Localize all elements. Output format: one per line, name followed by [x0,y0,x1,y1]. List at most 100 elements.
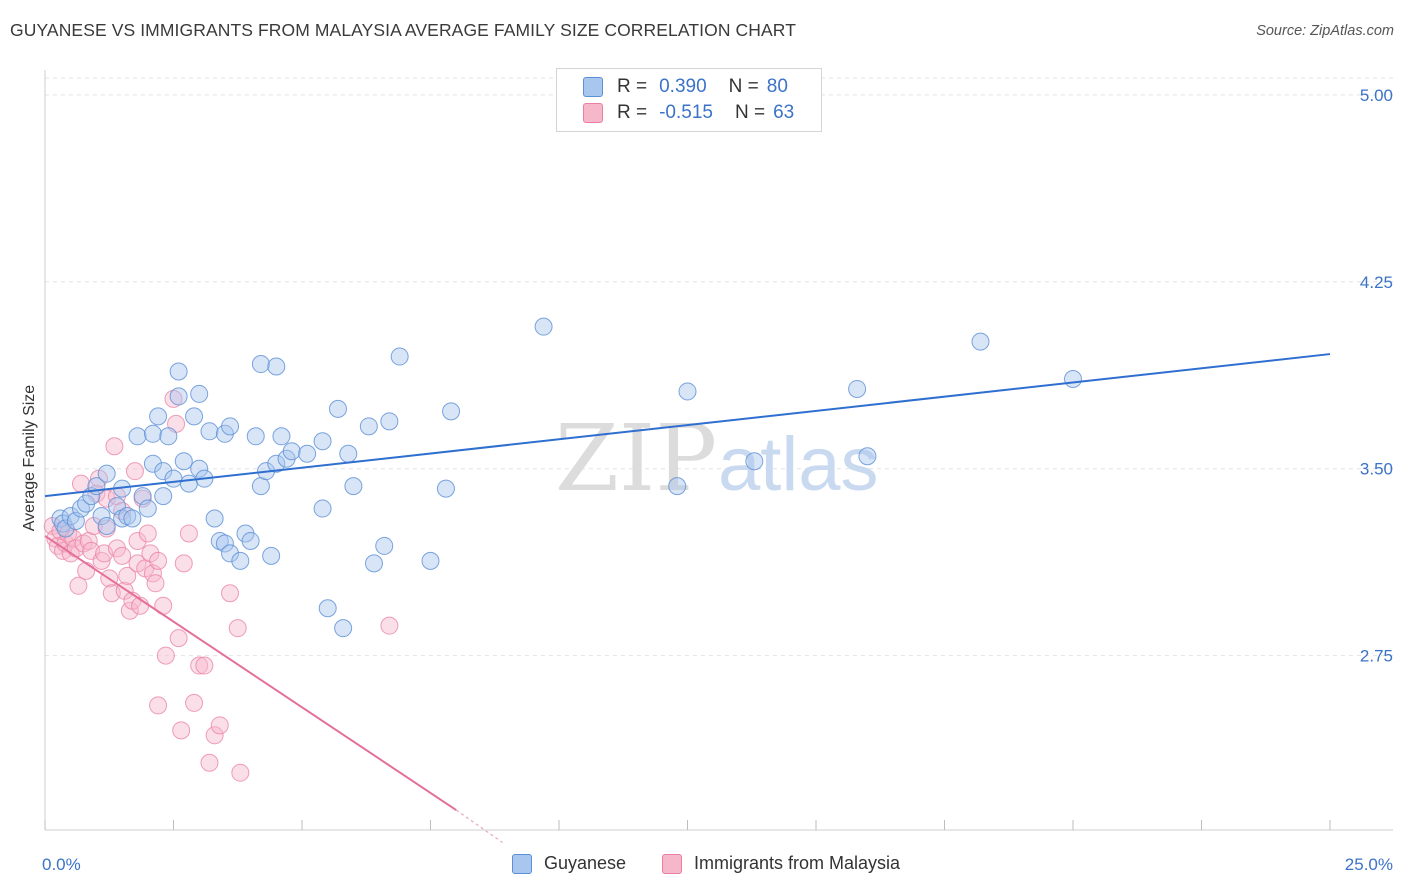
guyanese-point [200,422,219,441]
guyanese-point [971,332,990,351]
guyanese-point [123,509,142,528]
malaysia-point [149,551,168,570]
malaysia-point [200,753,219,772]
legend-item-guyanese[interactable]: Guyanese [512,853,626,874]
legend-n-value: 63 [773,102,795,123]
guyanese-point [190,384,209,403]
y-tick-label: 3.50 [1360,460,1393,479]
malaysia-trendline [44,535,457,811]
guyanese-point [154,462,173,481]
guyanese-point [328,399,347,418]
malaysia-point [380,616,399,635]
guyanese-point [313,432,332,451]
y-tick-label: 5.00 [1360,86,1393,105]
guyanese-point [251,355,270,374]
guyanese-point [92,507,111,526]
guyanese-point [159,427,178,446]
legend-swatch-pink [583,103,603,123]
guyanese-point [380,412,399,431]
legend-n-label: N = [728,76,759,97]
source-credit: Source: ZipAtlas.com [1256,23,1394,39]
guyanese-point [71,499,90,518]
guyanese-point [174,452,193,471]
axes [44,70,1393,831]
guyanese-point [267,454,286,473]
legend-label-malaysia: Immigrants from Malaysia [694,853,901,873]
guyanese-point [169,387,188,406]
y-tick-label: 4.25 [1360,273,1393,292]
guyanese-point [313,499,332,518]
legend-swatch-pink [662,853,682,874]
guyanese-point [149,407,168,426]
guyanese-point [1064,369,1082,388]
legend-swatch-blue [583,77,603,97]
guyanese-point [61,507,80,526]
guyanese-point [318,599,337,618]
guyanese-point [154,487,173,506]
malaysia-point [74,534,93,553]
guyanese-point [436,479,455,498]
watermark-atlas: atlas [718,422,879,507]
guyanese-point [745,452,764,471]
legend-r-label: R = [617,76,648,97]
watermark-zip: ZIP [555,405,717,512]
guyanese-point [262,546,281,565]
legend-r-value: -0.515 [659,102,713,123]
guyanese-point [190,459,209,478]
malaysia-point [174,554,193,573]
tick-labels: 2.75 3.50 4.25 5.00 0.0% 25.0% [42,86,1393,874]
guyanese-point [421,551,440,570]
legend-item-malaysia[interactable]: Immigrants from Malaysia [662,853,900,874]
guyanese-point [344,477,363,496]
guyanese-point [221,544,240,563]
legend-row-guyanese: R = 0.390 N = 80 [583,75,788,99]
guyanese-point [298,444,317,463]
guyanese-point [241,531,260,550]
x-tick-label: 25.0% [1345,855,1393,874]
watermark: ZIP atlas [555,405,879,512]
guyanese-point [231,551,250,570]
guyanese-point [143,454,162,473]
malaysia-points [43,389,399,782]
guyanese-point [205,509,224,528]
legend-swatch-blue [512,853,532,874]
guyanese-point [118,507,137,526]
malaysia-point [128,531,147,550]
malaysia-point [113,502,132,521]
y-tick-label: 2.75 [1360,647,1393,666]
guyanese-point [848,379,867,398]
guyanese-point [164,469,183,488]
guyanese-point [246,427,265,446]
guyanese-point [138,499,157,518]
chart-title: GUYANESE VS IMMIGRANTS FROM MALAYSIA AVE… [10,20,796,40]
guyanese-point [215,534,234,553]
guyanese-trendline [44,353,1331,498]
guyanese-points [51,317,1082,638]
malaysia-point [146,574,165,593]
guyanese-point [143,424,162,443]
malaysia-point [190,656,209,675]
guyanese-point [442,402,461,421]
guyanese-point [375,536,394,555]
guyanese-point [272,427,291,446]
guyanese-point [359,417,378,436]
guyanese-point [267,357,286,376]
malaysia-point [195,656,214,675]
guyanese-point [534,317,553,336]
malaysia-point [205,726,224,745]
legend-r-label: R = [617,102,648,123]
malaysia-point [138,524,157,543]
trend-lines [44,353,1331,843]
malaysia-point [92,551,111,570]
malaysia-point [141,544,160,563]
guyanese-point [169,362,188,381]
malaysia-point [169,629,188,648]
legend-r-value: 0.390 [659,76,707,97]
guyanese-point [97,517,116,535]
guyanese-point [113,509,132,528]
series-legend: Guyanese Immigrants from Malaysia [0,853,1406,877]
malaysia-point [179,524,198,543]
guyanese-point [97,464,116,483]
malaysia-point [221,584,240,603]
